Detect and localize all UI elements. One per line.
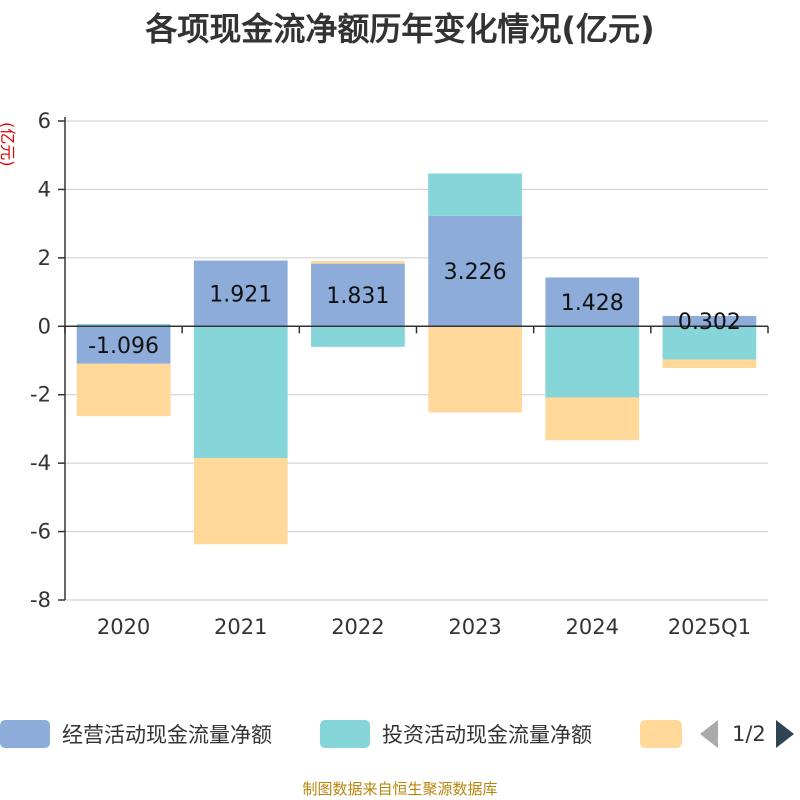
bar-series1-2021[interactable] <box>193 326 288 459</box>
x-tick-label: 2020 <box>97 615 150 639</box>
y-tick-label: -8 <box>30 588 51 612</box>
next-page-icon[interactable] <box>775 720 794 748</box>
legend-item-operating[interactable]: 经营活动现金流量净额 <box>0 716 272 752</box>
y-tick-label: -6 <box>30 520 51 544</box>
x-tick-label: 2021 <box>214 615 267 639</box>
legend-label-investing: 投资活动现金流量净额 <box>382 723 592 747</box>
legend-swatch-operating <box>0 720 50 748</box>
bar-series1-2020[interactable] <box>76 323 171 327</box>
data-label-2022: 1.831 <box>326 284 389 309</box>
legend-label-operating: 经营活动现金流量净额 <box>62 723 272 747</box>
bar-series0-2020[interactable] <box>76 326 171 364</box>
chart-area: 6 4 2 0 -2 -4 -6 -8 2020 2021 2022 2023 2024 2025Q1 -… <box>0 109 769 639</box>
data-label-2023: 3.226 <box>444 260 507 285</box>
axes: 6 4 2 0 -2 -4 -6 -8 2020 2021 2022 2023 2024 2025Q1 <box>30 109 769 639</box>
bar-series0-2024[interactable] <box>545 277 640 327</box>
x-tick-label: 2022 <box>331 615 384 639</box>
x-tick-label: 2025Q1 <box>668 615 751 639</box>
legend-pager: 1/2 <box>700 716 794 752</box>
bar-series1-2022[interactable] <box>311 326 405 347</box>
legend-page-indicator: 1/2 <box>732 722 766 746</box>
y-tick-label: 0 <box>38 314 51 338</box>
legend: 经营活动现金流量净额 投资活动现金流量净额 <box>0 716 800 756</box>
bar-series2-2025Q1[interactable] <box>662 359 757 369</box>
data-label-2021: 1.921 <box>209 282 272 307</box>
y-tick-label: 4 <box>38 177 51 201</box>
bar-series2-2022[interactable] <box>311 260 405 264</box>
prev-page-icon[interactable] <box>700 720 718 748</box>
bar-series2-2020[interactable] <box>76 363 171 417</box>
legend-item-financing[interactable] <box>640 716 694 752</box>
bar-series0-2023[interactable] <box>428 215 522 327</box>
y-tick-label: -4 <box>30 451 51 475</box>
legend-swatch-financing <box>640 720 682 748</box>
bar-series1-2025Q1[interactable] <box>662 326 757 360</box>
chart-title: 各项现金流净额历年变化情况(亿元) <box>145 10 655 48</box>
legend-item-investing[interactable]: 投资活动现金流量净额 <box>320 716 592 752</box>
bar-series0-2025Q1[interactable] <box>662 315 757 327</box>
data-label-2024: 1.428 <box>561 291 624 316</box>
data-label-2020: -1.096 <box>88 334 159 359</box>
y-axis-label: (亿元) <box>0 122 17 167</box>
bar-series2-2023[interactable] <box>428 326 522 413</box>
data-source-note: 制图数据来自恒生聚源数据库 <box>302 780 498 798</box>
y-tick-label: -2 <box>30 383 51 407</box>
y-tick-label: 2 <box>38 246 51 270</box>
x-tick-label: 2024 <box>566 615 619 639</box>
bar-series2-2024[interactable] <box>545 397 640 441</box>
bar-series1-2024[interactable] <box>545 326 640 398</box>
x-tick-label: 2023 <box>448 615 501 639</box>
y-tick-label: 6 <box>38 109 51 133</box>
data-labels: -1.096 1.921 1.831 3.226 1.428 0.302 <box>88 260 741 359</box>
bar-series2-2021[interactable] <box>193 458 288 545</box>
data-label-2025Q1: 0.302 <box>678 310 741 335</box>
bars <box>76 173 757 545</box>
bar-series0-2022[interactable] <box>311 263 405 327</box>
legend-swatch-investing <box>320 720 370 748</box>
bar-series0-2021[interactable] <box>193 260 288 327</box>
bar-series1-2023[interactable] <box>428 173 522 216</box>
